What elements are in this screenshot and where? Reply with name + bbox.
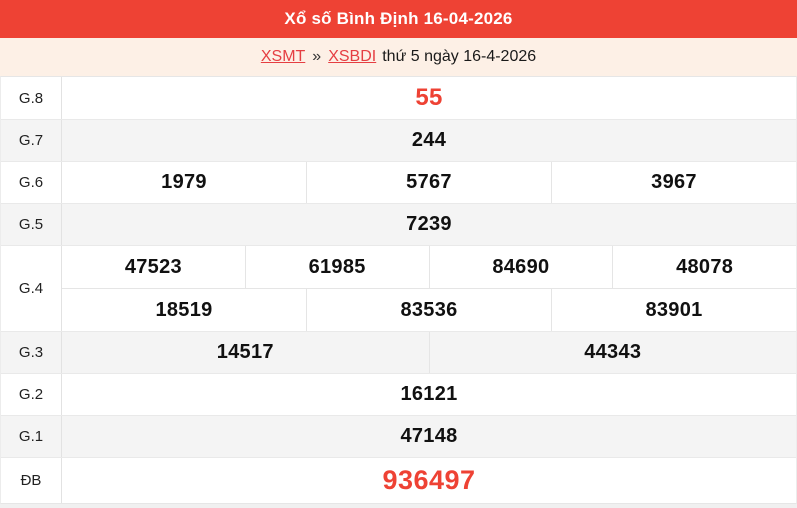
prize-subrow: 7239 bbox=[62, 204, 796, 245]
prize-subrow: 1979 5767 3967 bbox=[62, 162, 796, 203]
prize-row-g3: G.3 14517 44343 bbox=[1, 331, 796, 373]
prize-label: G.2 bbox=[1, 374, 62, 415]
prize-label: G.1 bbox=[1, 416, 62, 457]
prize-row-g7: G.7 244 bbox=[1, 119, 796, 161]
prize-label: G.8 bbox=[1, 77, 62, 119]
breadcrumb-link-xsbdi[interactable]: XSBDI bbox=[328, 48, 377, 65]
prize-number: 936497 bbox=[382, 465, 476, 495]
breadcrumb-link-xsmt[interactable]: XSMT bbox=[260, 48, 306, 65]
prize-values: 244 bbox=[62, 120, 796, 161]
prize-subrow: 55 bbox=[62, 77, 796, 119]
prize-subrow: 244 bbox=[62, 120, 796, 161]
prize-row-g5: G.5 7239 bbox=[1, 203, 796, 245]
prize-row-g6: G.6 1979 5767 3967 bbox=[1, 161, 796, 203]
prize-values: 16121 bbox=[62, 374, 796, 415]
prize-number: 7239 bbox=[406, 213, 452, 235]
prize-subrow: 16121 bbox=[62, 374, 796, 415]
prize-values: 1979 5767 3967 bbox=[62, 162, 796, 203]
prize-row-đb: ĐB 936497 bbox=[1, 457, 796, 503]
prize-number: 1979 bbox=[161, 171, 207, 193]
breadcrumb: XSMT » XSBDI thứ 5 ngày 16-4-2026 bbox=[0, 38, 797, 76]
prize-number: 83901 bbox=[551, 289, 796, 331]
prize-number: 14517 bbox=[216, 341, 274, 363]
prize-row-g8: G.8 55 bbox=[1, 77, 796, 119]
prize-label: G.6 bbox=[1, 162, 62, 203]
prize-label: G.4 bbox=[1, 246, 62, 331]
prize-label: G.5 bbox=[1, 204, 62, 245]
prize-values: 936497 bbox=[62, 458, 796, 503]
prize-number: 5767 bbox=[306, 162, 551, 203]
prize-number: 18519 bbox=[155, 298, 213, 321]
prize-subrow: 47523 61985 84690 48078 bbox=[62, 246, 796, 288]
prize-number: 83536 bbox=[306, 289, 551, 331]
prize-row-g4: G.4 47523 61985 84690 48078 18519 83536 83901 bbox=[1, 245, 796, 331]
breadcrumb-date-text: thứ 5 ngày 16-4-2026 bbox=[382, 48, 537, 65]
breadcrumb-separator: » bbox=[312, 48, 322, 65]
prize-values: 7239 bbox=[62, 204, 796, 245]
prize-row-g1: G.1 47148 bbox=[1, 415, 796, 457]
prize-number: 61985 bbox=[244, 246, 429, 288]
prize-number: 244 bbox=[411, 129, 447, 151]
prize-number: 48078 bbox=[612, 246, 796, 288]
prize-values: 47523 61985 84690 48078 18519 83536 83901 bbox=[62, 246, 796, 331]
title-bar: Xổ số Bình Định 16-04-2026 bbox=[0, 0, 797, 38]
prize-row-g2: G.2 16121 bbox=[1, 373, 796, 415]
prize-label: G.3 bbox=[1, 332, 62, 373]
prize-subrow: 936497 bbox=[62, 458, 796, 503]
prize-number: 47148 bbox=[400, 425, 458, 447]
prize-subrow: 47148 bbox=[62, 416, 796, 457]
prize-number: 47523 bbox=[124, 255, 182, 278]
page-title: Xổ số Bình Định 16-04-2026 bbox=[284, 9, 513, 28]
prize-values: 47148 bbox=[62, 416, 796, 457]
prize-subrow: 14517 44343 bbox=[62, 332, 796, 373]
prize-number: 55 bbox=[415, 84, 443, 111]
prize-label: ĐB bbox=[1, 458, 62, 503]
prize-number: 84690 bbox=[428, 246, 613, 288]
prize-values: 14517 44343 bbox=[62, 332, 796, 373]
prize-values: 55 bbox=[62, 77, 796, 119]
prize-label: G.7 bbox=[1, 120, 62, 161]
prize-number: 3967 bbox=[551, 162, 796, 203]
prize-subrow: 18519 83536 83901 bbox=[62, 288, 796, 331]
prize-number: 44343 bbox=[428, 332, 797, 373]
results-table: G.8 55 G.7 244 G.6 1979 5767 3967 G.5 7239 G.4 4752… bbox=[0, 76, 797, 504]
prize-number: 16121 bbox=[400, 383, 458, 405]
